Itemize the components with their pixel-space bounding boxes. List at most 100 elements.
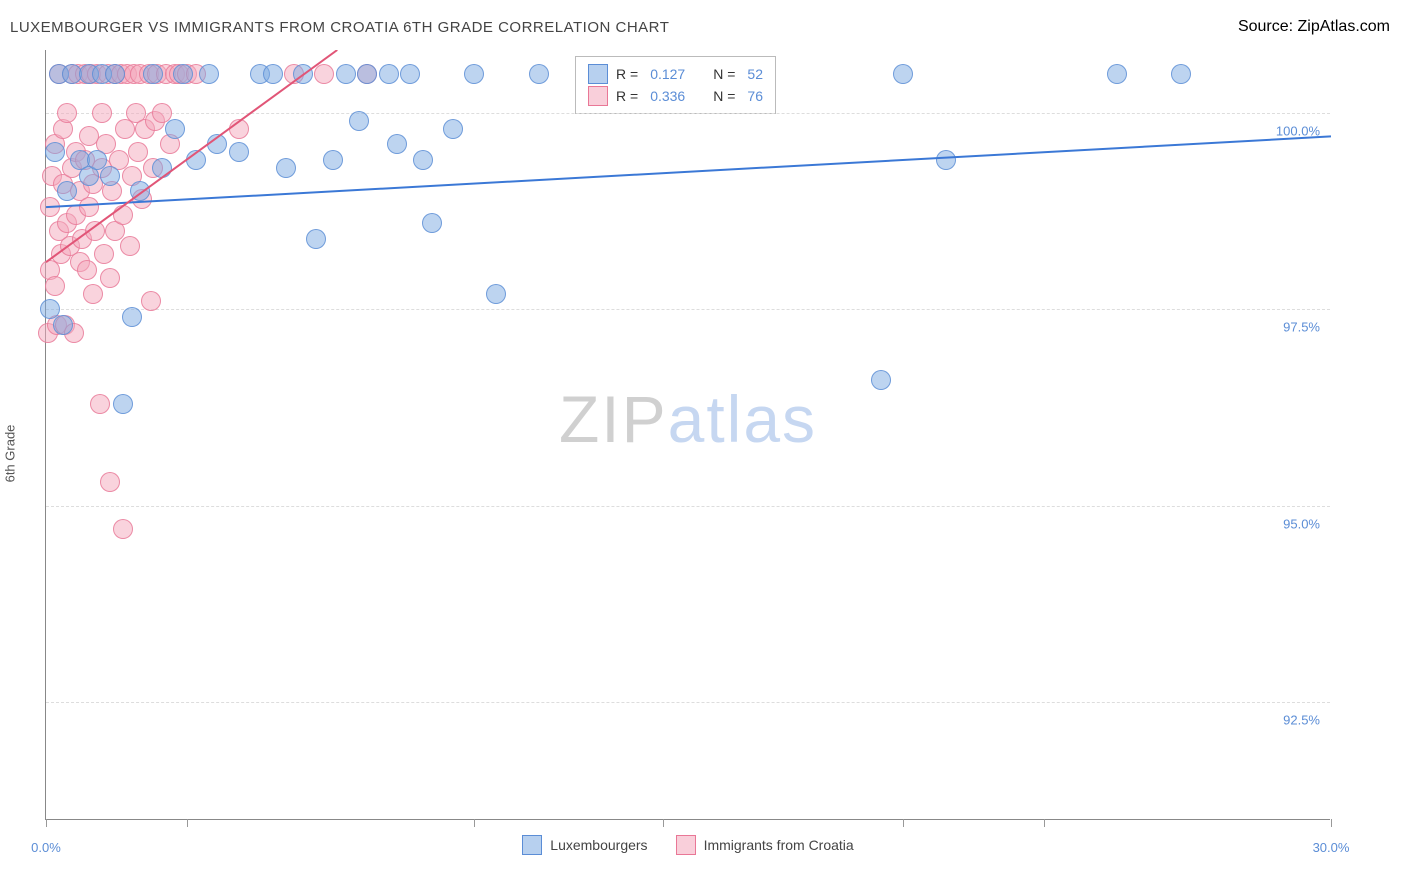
data-point-blue — [336, 64, 356, 84]
trend-overlay — [46, 50, 1331, 820]
page-title: LUXEMBOURGER VS IMMIGRANTS FROM CROATIA … — [10, 19, 669, 36]
data-point-blue — [413, 150, 433, 170]
data-point-pink — [40, 197, 60, 217]
y-tick-label: 100.0% — [1276, 123, 1320, 138]
data-point-blue — [323, 150, 343, 170]
x-tick — [1331, 819, 1332, 827]
data-point-blue — [306, 229, 326, 249]
x-tick — [46, 819, 47, 827]
n-label: N = — [713, 88, 735, 104]
r-label: R = — [616, 88, 638, 104]
legend-swatch-blue — [522, 835, 542, 855]
data-point-pink — [314, 64, 334, 84]
data-point-blue — [152, 158, 172, 178]
y-axis-label: 6th Grade — [3, 425, 18, 483]
data-point-pink — [77, 260, 97, 280]
data-point-blue — [229, 142, 249, 162]
data-point-pink — [113, 519, 133, 539]
n-value-blue: 52 — [747, 66, 763, 82]
gridline — [46, 506, 1330, 507]
r-label: R = — [616, 66, 638, 82]
data-point-blue — [486, 284, 506, 304]
data-point-blue — [165, 119, 185, 139]
data-point-blue — [45, 142, 65, 162]
data-point-pink — [113, 205, 133, 225]
data-point-pink — [94, 244, 114, 264]
data-point-pink — [79, 197, 99, 217]
data-point-blue — [122, 307, 142, 327]
data-point-blue — [57, 181, 77, 201]
data-point-blue — [871, 370, 891, 390]
x-tick — [474, 819, 475, 827]
y-tick-label: 92.5% — [1283, 713, 1320, 728]
data-point-blue — [199, 64, 219, 84]
legend-label-blue: Luxembourgers — [550, 837, 647, 853]
r-value-blue: 0.127 — [650, 66, 685, 82]
data-point-pink — [83, 284, 103, 304]
data-point-blue — [387, 134, 407, 154]
data-point-blue — [130, 181, 150, 201]
gridline — [46, 702, 1330, 703]
x-tick-label: 30.0% — [1313, 840, 1350, 855]
correlation-legend-box: R = 0.127 N = 52 R = 0.336 N = 76 — [575, 56, 776, 114]
data-point-blue — [143, 64, 163, 84]
legend-item-blue: Luxembourgers — [522, 835, 647, 855]
legend-item-pink: Immigrants from Croatia — [676, 835, 854, 855]
data-point-blue — [207, 134, 227, 154]
data-point-blue — [173, 64, 193, 84]
n-value-pink: 76 — [747, 88, 763, 104]
data-point-pink — [100, 472, 120, 492]
data-point-pink — [229, 119, 249, 139]
x-tick — [1044, 819, 1045, 827]
data-point-blue — [1107, 64, 1127, 84]
r-value-pink: 0.336 — [650, 88, 685, 104]
data-point-blue — [443, 119, 463, 139]
data-point-pink — [92, 103, 112, 123]
data-point-blue — [105, 64, 125, 84]
x-tick-label: 0.0% — [31, 840, 61, 855]
data-point-blue — [400, 64, 420, 84]
y-tick-label: 95.0% — [1283, 516, 1320, 531]
data-point-pink — [128, 142, 148, 162]
data-point-pink — [57, 103, 77, 123]
data-point-blue — [936, 150, 956, 170]
chart-plot-area: ZIPatlas R = 0.127 N = 52 R = 0.336 N = … — [45, 50, 1330, 820]
data-point-pink — [100, 268, 120, 288]
gridline — [46, 309, 1330, 310]
data-point-pink — [85, 221, 105, 241]
data-point-blue — [422, 213, 442, 233]
legend-swatch-pink — [676, 835, 696, 855]
data-point-blue — [357, 64, 377, 84]
x-tick — [903, 819, 904, 827]
y-tick-label: 97.5% — [1283, 320, 1320, 335]
data-point-pink — [90, 394, 110, 414]
x-tick — [187, 819, 188, 827]
legend-row-blue: R = 0.127 N = 52 — [588, 63, 763, 85]
data-point-pink — [45, 276, 65, 296]
gridline — [46, 113, 1330, 114]
legend-swatch-blue — [588, 64, 608, 84]
data-point-blue — [464, 64, 484, 84]
data-point-blue — [1171, 64, 1191, 84]
data-point-blue — [100, 166, 120, 186]
watermark-zip: ZIP — [559, 382, 668, 456]
source-value: ZipAtlas.com — [1298, 18, 1390, 35]
data-point-blue — [529, 64, 549, 84]
series-legend: Luxembourgers Immigrants from Croatia — [46, 835, 1330, 855]
data-point-blue — [293, 64, 313, 84]
n-label: N = — [713, 66, 735, 82]
legend-label-pink: Immigrants from Croatia — [704, 837, 854, 853]
data-point-blue — [276, 158, 296, 178]
data-point-blue — [263, 64, 283, 84]
data-point-blue — [186, 150, 206, 170]
x-tick — [663, 819, 664, 827]
data-point-blue — [379, 64, 399, 84]
data-point-blue — [53, 315, 73, 335]
source-attribution: Source: ZipAtlas.com — [1238, 18, 1390, 36]
legend-swatch-pink — [588, 86, 608, 106]
watermark: ZIPatlas — [559, 381, 817, 457]
data-point-blue — [893, 64, 913, 84]
watermark-atlas: atlas — [668, 382, 817, 456]
data-point-blue — [113, 394, 133, 414]
legend-row-pink: R = 0.336 N = 76 — [588, 85, 763, 107]
